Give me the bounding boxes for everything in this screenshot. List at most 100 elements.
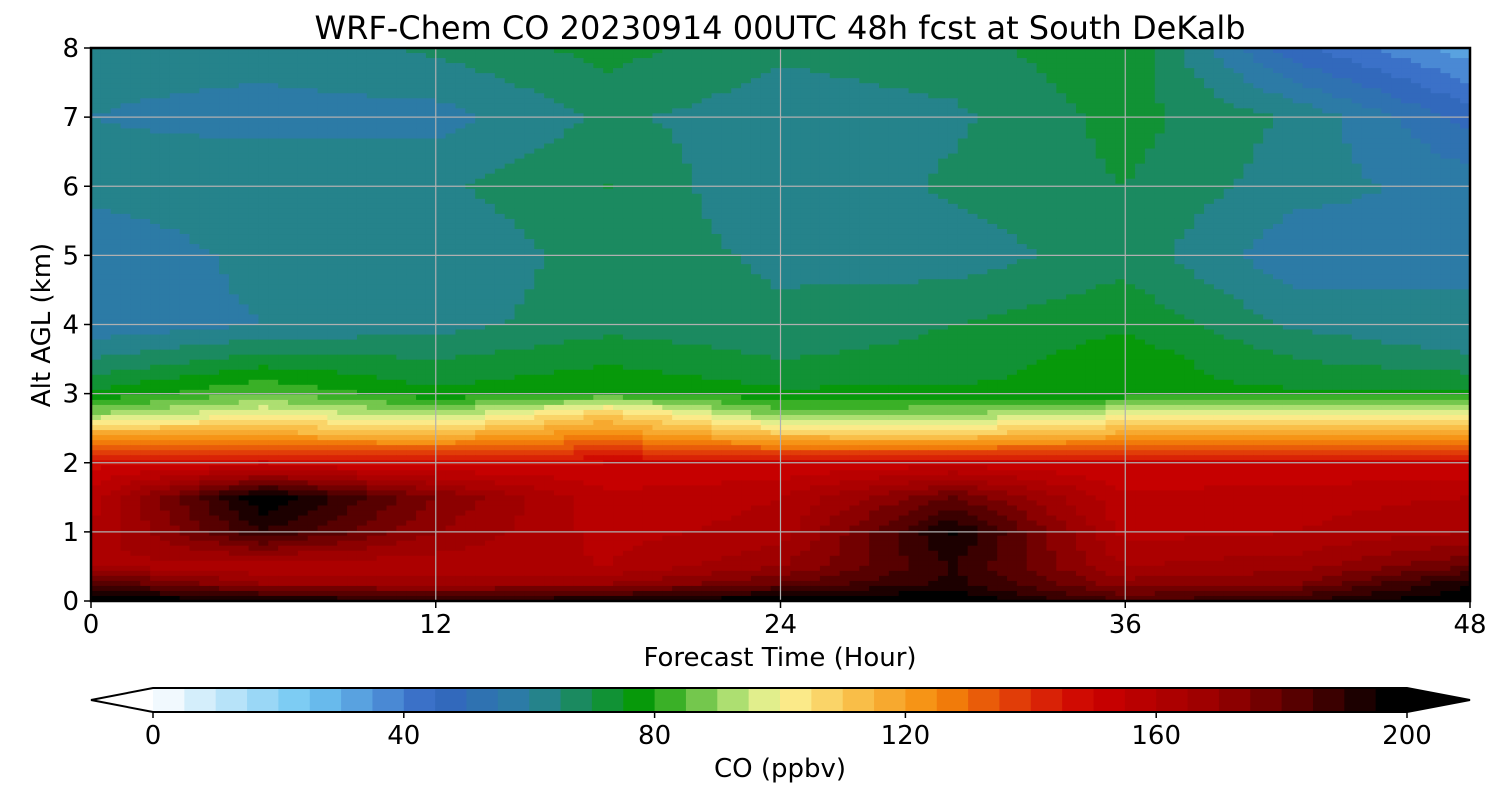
- field-cell: [209, 118, 219, 124]
- field-cell: [1322, 123, 1332, 129]
- field-cell: [160, 53, 170, 59]
- field-cell: [564, 154, 574, 160]
- field-cell: [899, 133, 909, 139]
- field-cell: [209, 149, 219, 155]
- field-cell: [377, 219, 387, 225]
- field-cell: [505, 73, 515, 79]
- field-cell: [485, 194, 495, 200]
- field-cell: [1322, 113, 1332, 119]
- field-cell: [820, 108, 830, 114]
- field-cell: [741, 159, 751, 165]
- field-cell: [771, 128, 781, 134]
- field-cell: [485, 224, 495, 230]
- field-cell: [1362, 154, 1372, 160]
- field-cell: [790, 58, 800, 64]
- field-cell: [1204, 98, 1214, 104]
- field-cell: [1066, 133, 1076, 139]
- field-cell: [1194, 199, 1204, 205]
- field-cell: [495, 58, 505, 64]
- field-cell: [1125, 93, 1135, 99]
- field-cell: [505, 144, 515, 150]
- field-cell: [416, 53, 426, 59]
- field-cell: [1027, 83, 1037, 89]
- field-cell: [367, 174, 377, 180]
- field-cell: [288, 164, 298, 170]
- field-cell: [948, 189, 958, 195]
- field-cell: [1007, 103, 1017, 109]
- field-cell: [1391, 53, 1401, 59]
- field-cell: [515, 108, 525, 114]
- field-cell: [1440, 128, 1450, 134]
- field-cell: [455, 63, 465, 69]
- field-cell: [150, 78, 160, 84]
- field-cell: [180, 179, 190, 185]
- field-cell: [1106, 154, 1116, 160]
- field-cell: [180, 83, 190, 89]
- field-cell: [909, 98, 919, 104]
- field-cell: [239, 204, 249, 210]
- field-cell: [475, 83, 485, 89]
- field-cell: [1372, 53, 1382, 59]
- field-cell: [209, 98, 219, 104]
- field-cell: [278, 189, 288, 195]
- field-cell: [1224, 98, 1234, 104]
- field-cell: [140, 149, 150, 155]
- field-cell: [1056, 118, 1066, 124]
- field-cell: [101, 88, 111, 94]
- field-cell: [593, 123, 603, 129]
- field-cell: [1175, 179, 1185, 185]
- field-cell: [101, 133, 111, 139]
- field-cell: [416, 83, 426, 89]
- field-cell: [515, 219, 525, 225]
- field-cell: [938, 224, 948, 230]
- field-cell: [1411, 154, 1421, 160]
- field-cell: [455, 53, 465, 59]
- field-cell: [1263, 204, 1273, 210]
- field-cell: [268, 73, 278, 79]
- field-cell: [564, 83, 574, 89]
- field-cell: [584, 123, 594, 129]
- field-cell: [751, 144, 761, 150]
- field-cell: [918, 159, 928, 165]
- field-cell: [869, 164, 879, 170]
- field-cell: [1145, 194, 1155, 200]
- field-cell: [731, 68, 741, 74]
- field-cell: [1253, 179, 1263, 185]
- field-cell: [1391, 209, 1401, 215]
- field-cell: [1450, 194, 1460, 200]
- field-cell: [1175, 194, 1185, 200]
- field-cell: [1322, 149, 1332, 155]
- field-cell: [800, 204, 810, 210]
- field-cell: [219, 164, 229, 170]
- field-cell: [1381, 159, 1391, 165]
- field-cell: [820, 78, 830, 84]
- field-cell: [1017, 209, 1027, 215]
- field-cell: [426, 123, 436, 129]
- field-cell: [623, 78, 633, 84]
- field-cell: [288, 224, 298, 230]
- field-cell: [978, 224, 988, 230]
- field-cell: [1214, 83, 1224, 89]
- field-cell: [781, 174, 791, 180]
- field-cell: [121, 159, 131, 165]
- field-cell: [1027, 93, 1037, 99]
- field-cell: [318, 144, 328, 150]
- field-cell: [1303, 159, 1313, 165]
- field-cell: [357, 53, 367, 59]
- field-cell: [879, 199, 889, 205]
- field-cell: [268, 138, 278, 144]
- field-cell: [1293, 199, 1303, 205]
- field-cell: [603, 73, 613, 79]
- field-cell: [1293, 53, 1303, 59]
- field-cell: [603, 93, 613, 99]
- field-cell: [1106, 138, 1116, 144]
- field-cell: [652, 199, 662, 205]
- field-cell: [1066, 83, 1076, 89]
- field-cell: [121, 113, 131, 119]
- field-cell: [1086, 58, 1096, 64]
- field-cell: [879, 53, 889, 59]
- field-cell: [1372, 194, 1382, 200]
- field-cell: [337, 154, 347, 160]
- field-cell: [840, 108, 850, 114]
- field-cell: [1135, 113, 1145, 119]
